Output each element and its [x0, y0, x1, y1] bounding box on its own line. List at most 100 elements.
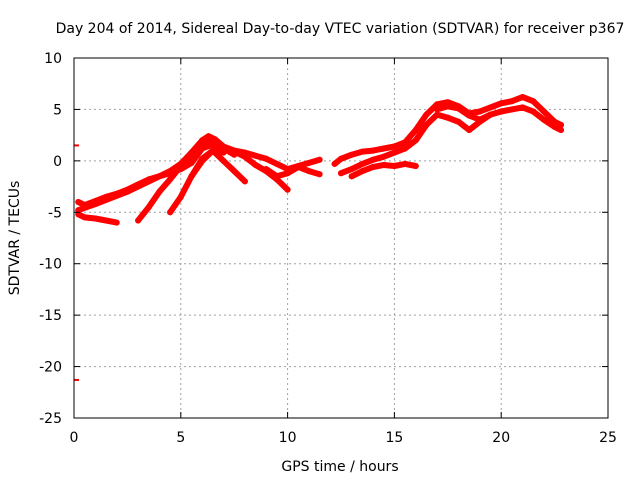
series-track-i: [338, 104, 564, 177]
data-point: [113, 190, 120, 197]
data-point: [177, 193, 184, 200]
chart-title: Day 204 of 2014, Sidereal Day-to-day VTE…: [56, 21, 625, 37]
data-point: [209, 137, 216, 144]
x-tick-label: 5: [176, 430, 185, 446]
data-point: [338, 155, 344, 162]
y-tick-label: 0: [53, 154, 62, 170]
y-tick-label: -10: [39, 257, 62, 273]
data-point: [434, 111, 441, 118]
y-axis-label: SDTVAR / TECUs: [7, 181, 23, 296]
data-point: [530, 108, 537, 115]
data-point: [92, 215, 99, 222]
data-point: [380, 153, 387, 160]
data-point: [487, 104, 494, 111]
x-tick-label: 15: [385, 430, 403, 446]
data-point: [81, 202, 88, 209]
data-point: [167, 209, 174, 216]
y-tick-label: -15: [39, 308, 62, 324]
data-point: [434, 106, 441, 113]
data-point: [145, 176, 152, 183]
data-point: [348, 173, 355, 180]
data-point: [199, 142, 206, 149]
data-point: [476, 108, 483, 115]
y-tick-label: -5: [48, 205, 62, 221]
data-point: [220, 157, 227, 164]
data-point: [370, 164, 376, 170]
data-point: [284, 186, 291, 193]
data-point: [188, 152, 195, 159]
data-point: [359, 148, 366, 155]
data-point: [402, 145, 409, 152]
data-series: [74, 94, 564, 381]
x-axis-label: GPS time / hours: [281, 459, 398, 475]
data-point: [306, 159, 312, 166]
data-point: [231, 151, 238, 158]
data-point: [273, 173, 280, 180]
data-point: [402, 160, 409, 167]
data-point: [338, 170, 344, 177]
y-tick-label: 5: [53, 102, 62, 118]
plot-frame: [73, 57, 609, 419]
data-point: [444, 103, 451, 110]
x-tick-label: 20: [492, 430, 510, 446]
data-point: [284, 170, 291, 177]
x-tick-label: 25: [599, 430, 617, 446]
data-point: [380, 162, 387, 168]
data-point: [519, 104, 526, 111]
data-point: [558, 127, 564, 133]
data-point: [455, 118, 462, 125]
y-tick-label: -25: [39, 411, 62, 427]
data-point: [156, 188, 163, 195]
data-point: [348, 166, 355, 173]
data-point: [177, 163, 184, 169]
data-point: [103, 217, 109, 224]
data-point: [423, 121, 430, 128]
data-point: [316, 156, 323, 163]
data-point: [359, 160, 366, 167]
axis-ticks: 0 5 10 15 20 25 10 5 0 -5 -10 -15 -20 -25: [39, 51, 617, 446]
x-tick-label: 0: [70, 430, 79, 446]
data-point: [380, 145, 387, 152]
data-point: [466, 112, 473, 119]
data-point: [135, 181, 142, 188]
data-point: [551, 123, 558, 130]
data-point: [124, 186, 131, 193]
data-point: [295, 164, 302, 170]
data-point: [412, 163, 419, 169]
data-point: [359, 168, 366, 175]
data-point: [316, 171, 323, 178]
data-point: [209, 147, 216, 154]
data-point: [135, 217, 142, 224]
data-point: [530, 98, 537, 105]
data-point: [412, 137, 419, 144]
series-track-d: [135, 137, 238, 224]
data-point: [476, 116, 483, 123]
data-point: [423, 111, 430, 118]
data-point: [455, 105, 462, 112]
data-point: [92, 198, 99, 204]
data-point: [231, 168, 238, 175]
data-point: [252, 162, 259, 168]
data-point: [519, 94, 526, 101]
data-point: [145, 204, 152, 211]
data-point: [508, 98, 515, 105]
data-point: [113, 219, 120, 226]
data-point: [540, 108, 547, 115]
data-point: [348, 151, 355, 158]
data-point: [466, 127, 473, 133]
data-point: [273, 160, 280, 167]
data-point: [331, 160, 338, 167]
data-point: [498, 100, 505, 107]
data-point: [263, 166, 270, 173]
data-point: [444, 114, 451, 121]
data-point: [103, 193, 109, 200]
data-point: [188, 173, 195, 180]
data-point: [434, 101, 441, 108]
data-point: [508, 106, 515, 113]
data-point: [220, 149, 227, 156]
data-point: [540, 116, 547, 123]
data-point: [252, 152, 259, 159]
data-point: [498, 108, 505, 115]
data-point: [81, 214, 88, 221]
